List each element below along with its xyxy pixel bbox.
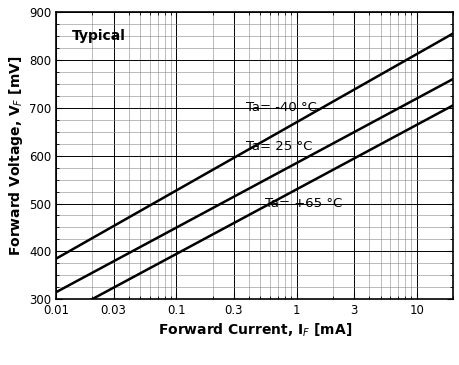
X-axis label: Forward Current, I$_F$ [mA]: Forward Current, I$_F$ [mA] [157,321,351,339]
Y-axis label: Forward Voltage, V$_F$ [mV]: Forward Voltage, V$_F$ [mV] [7,55,25,256]
Text: Ta= -40 °C: Ta= -40 °C [246,101,316,114]
Text: Ta= +65 °C: Ta= +65 °C [265,197,342,210]
Text: Ta= 25 °C: Ta= 25 °C [246,139,312,153]
Text: Typical: Typical [72,29,126,43]
